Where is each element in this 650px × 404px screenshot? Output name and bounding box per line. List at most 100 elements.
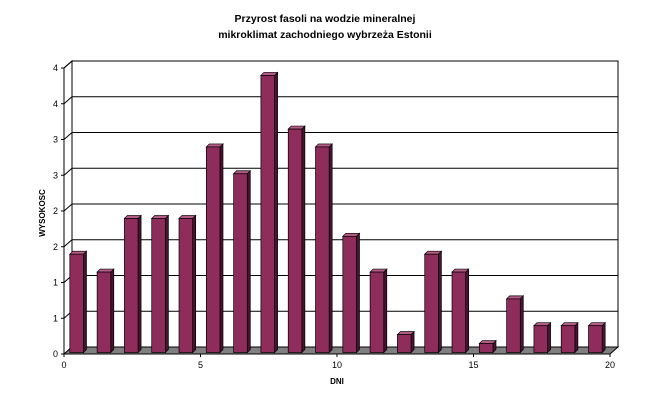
bar-front (533, 325, 548, 353)
bar-top (587, 322, 607, 327)
bar-top (478, 340, 497, 344)
bar-front (451, 271, 467, 353)
gridline-side (63, 239, 73, 248)
bar-front (96, 271, 112, 353)
bar-front (287, 128, 303, 353)
bar-top (560, 322, 579, 327)
bar-side (192, 214, 197, 354)
plot-area (62, 59, 620, 356)
x-tick-label: 0 (61, 360, 66, 370)
bar (287, 125, 306, 354)
bar-side (137, 214, 142, 354)
bar-top (451, 268, 470, 273)
bar-side (547, 321, 551, 354)
bar-top (341, 232, 361, 237)
bar-top (150, 215, 170, 219)
bar (260, 71, 279, 354)
x-tick-label: 15 (468, 360, 478, 370)
bar (178, 214, 197, 354)
y-tick-label: 3 (53, 135, 58, 145)
gridline-side (63, 167, 73, 176)
bar-top (68, 250, 88, 255)
bar-side (356, 232, 360, 354)
bar-top (369, 268, 388, 273)
bar-side (328, 143, 333, 354)
bar (341, 232, 361, 354)
gridline-side (63, 60, 73, 69)
y-axis-label: WYSOKOSC (38, 189, 47, 237)
bar-front (369, 271, 385, 353)
bar-side (301, 125, 306, 354)
bar (533, 321, 552, 354)
bar-side (219, 143, 224, 354)
bar-top (314, 143, 334, 148)
x-tick-label: 20 (605, 360, 615, 370)
chart-title-line-1: Przyrost fasoli na wodzie mineralnej (235, 13, 416, 25)
gridline-side (63, 96, 73, 105)
bars-group (68, 71, 607, 354)
y-tick-label: 4 (53, 63, 58, 73)
bar (396, 330, 415, 354)
bar-top (396, 331, 415, 335)
bar-side (246, 169, 251, 354)
bar (123, 214, 142, 354)
bar-front (342, 235, 357, 353)
gridline-side (63, 132, 73, 140)
bar-front (260, 75, 275, 353)
bar-top (287, 125, 306, 130)
y-tick-label: 1 (53, 313, 58, 323)
y-tick-labels: 0 1 1 2 2 3 3 4 4 (53, 63, 64, 359)
bar (314, 143, 334, 354)
bar-side (83, 250, 87, 354)
bar-side (110, 268, 115, 354)
x-tick-labels: 0 5 10 15 20 (61, 354, 615, 370)
x-tick-label: 5 (198, 360, 203, 370)
bar-front (478, 343, 494, 353)
x-tick-label: 10 (332, 360, 342, 370)
bar (150, 214, 170, 354)
bar-top (260, 72, 279, 76)
bar-front (69, 253, 84, 353)
y-tick-label: 4 (53, 99, 58, 109)
bar (451, 268, 470, 354)
y-tick-label: 0 (53, 349, 58, 359)
bar-front (205, 146, 221, 353)
bar-top (505, 295, 525, 300)
bar-front (588, 325, 603, 353)
bar (478, 339, 497, 354)
bar-side (410, 330, 415, 354)
bar-side (165, 214, 169, 354)
bar-front (315, 146, 330, 353)
bar (423, 250, 443, 354)
bar-side (274, 71, 278, 354)
bar-side (601, 321, 606, 354)
bar-top (123, 215, 142, 219)
bar-top (423, 250, 443, 255)
bar-front (151, 218, 166, 353)
y-tick-label: 2 (53, 206, 58, 216)
bar-top (178, 215, 197, 219)
y-tick-label: 2 (53, 242, 58, 252)
bar-top (205, 143, 224, 148)
bar-front (560, 325, 576, 353)
bar-top (96, 268, 115, 273)
bar (369, 268, 388, 354)
bar (68, 250, 88, 354)
bar (587, 321, 607, 354)
bar-top (232, 170, 252, 175)
y-tick-label: 3 (53, 170, 58, 180)
bar (505, 295, 525, 354)
bar-side (383, 268, 388, 354)
bar-front (506, 298, 521, 353)
bar-front (233, 173, 248, 353)
bar (96, 268, 115, 354)
bar-front (397, 334, 412, 353)
bar-side (519, 295, 524, 354)
bar-front (124, 218, 139, 353)
x-axis-label: DNI (330, 377, 344, 386)
bar (205, 143, 224, 354)
bar-top (533, 322, 552, 327)
gridline-side (63, 203, 73, 212)
bar-side (438, 250, 442, 354)
